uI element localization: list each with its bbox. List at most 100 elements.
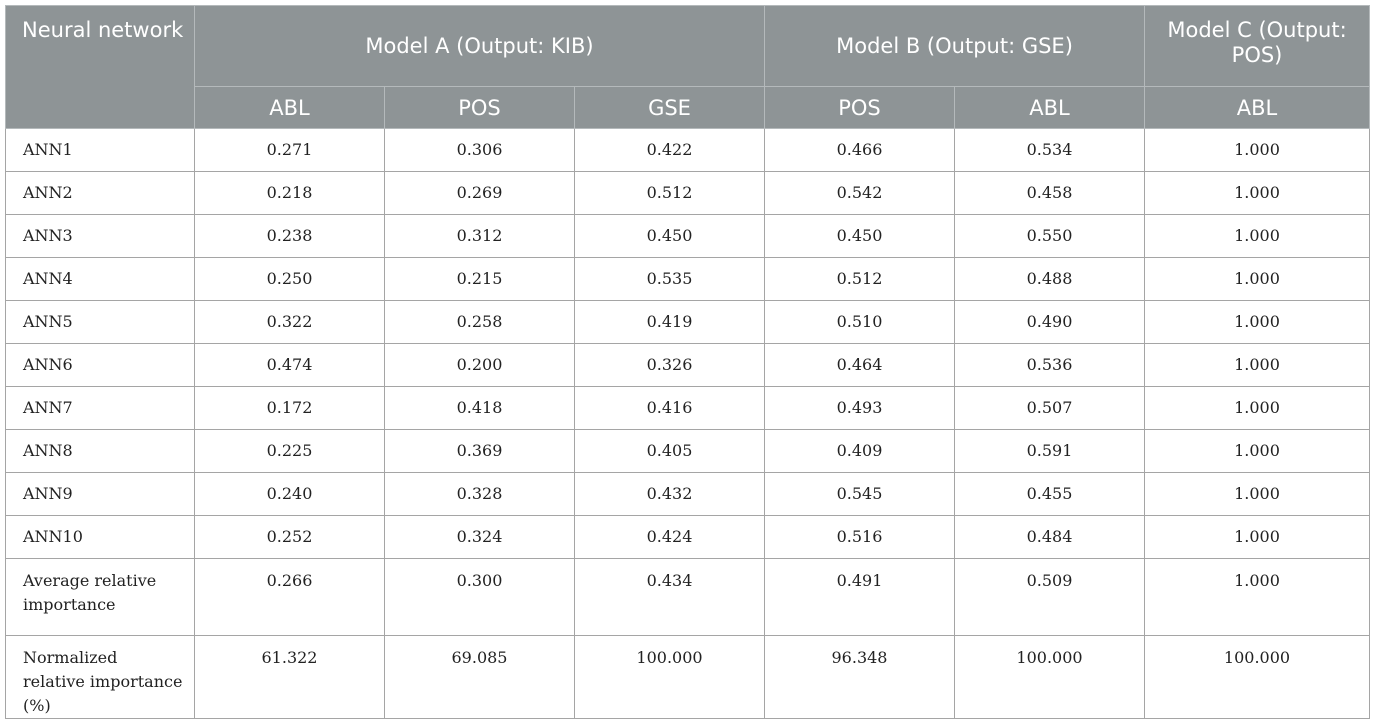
table-cell: 0.238 — [194, 214, 385, 258]
table-cell: 0.250 — [194, 257, 385, 301]
table-cell: 100.000 — [574, 635, 765, 719]
header-neural-network: Neural network — [5, 5, 195, 129]
table-cell: 1.000 — [1144, 429, 1371, 473]
table-cell: 0.542 — [764, 171, 955, 215]
header-model-b: Model B (Output: GSE) — [763, 5, 1146, 87]
table-cell: 0.271 — [194, 128, 385, 172]
table-cell: 0.306 — [384, 128, 575, 172]
table-cell: 1.000 — [1144, 128, 1371, 172]
table-cell: 0.516 — [764, 515, 955, 559]
table-cell: 0.510 — [764, 300, 955, 344]
table-cell: 0.419 — [574, 300, 765, 344]
header-model-a-gse: GSE — [574, 86, 765, 129]
table-cell: 0.172 — [194, 386, 385, 430]
table-row: ANN8 0.225 0.369 0.405 0.409 0.591 1.000 — [5, 429, 1371, 473]
table-cell: 0.507 — [953, 386, 1146, 430]
table-cell: 0.405 — [574, 429, 765, 473]
table-cell: 0.218 — [194, 171, 385, 215]
table-cell: 0.488 — [953, 257, 1146, 301]
table-cell: 61.322 — [194, 635, 385, 719]
table-cell: 0.215 — [384, 257, 575, 301]
table-cell: 0.269 — [384, 171, 575, 215]
header-model-c-abl: ABL — [1144, 86, 1371, 129]
table-cell: 1.000 — [1144, 300, 1371, 344]
table-cell: 0.422 — [574, 128, 765, 172]
header-row-groups: Neural network Model A (Output: KIB) Mod… — [5, 5, 1371, 129]
table-cell: 0.493 — [764, 386, 955, 430]
row-label: ANN5 — [5, 300, 195, 344]
table-row: ANN6 0.474 0.200 0.326 0.464 0.536 1.000 — [5, 343, 1371, 387]
row-label: ANN4 — [5, 257, 195, 301]
table-cell: 0.200 — [384, 343, 575, 387]
table-row: ANN5 0.322 0.258 0.419 0.510 0.490 1.000 — [5, 300, 1371, 344]
table-cell: 0.591 — [953, 429, 1146, 473]
table-cell: 0.409 — [764, 429, 955, 473]
table-cell: 0.240 — [194, 472, 385, 516]
table-cell: 0.450 — [764, 214, 955, 258]
table-cell: 1.000 — [1144, 472, 1371, 516]
table-cell: 0.550 — [953, 214, 1146, 258]
table-row: ANN2 0.218 0.269 0.512 0.542 0.458 1.000 — [5, 171, 1371, 215]
table-cell: 0.455 — [953, 472, 1146, 516]
header-model-a-pos: POS — [384, 86, 575, 129]
table-cell: 0.491 — [764, 558, 955, 636]
table-cell: 1.000 — [1144, 343, 1371, 387]
table-cell: 0.545 — [764, 472, 955, 516]
table-cell: 0.534 — [953, 128, 1146, 172]
table-cell: 0.458 — [953, 171, 1146, 215]
table-cell: 96.348 — [764, 635, 955, 719]
table-cell: 0.416 — [574, 386, 765, 430]
header-model-b-pos: POS — [764, 86, 955, 129]
table-cell: 1.000 — [1144, 386, 1371, 430]
relative-importance-table: Neural network Model A (Output: KIB) Mod… — [5, 5, 1371, 719]
table-cell: 1.000 — [1144, 257, 1371, 301]
row-label: ANN3 — [5, 214, 195, 258]
table-cell: 0.324 — [384, 515, 575, 559]
row-label: ANN10 — [5, 515, 195, 559]
table-body: ANN1 0.271 0.306 0.422 0.466 0.534 1.000 ANN2 0.… — [5, 128, 1371, 719]
table-cell: 0.512 — [764, 257, 955, 301]
table-cell: 0.466 — [764, 128, 955, 172]
table-cell: 0.418 — [384, 386, 575, 430]
row-label: ANN8 — [5, 429, 195, 473]
table-cell: 0.312 — [384, 214, 575, 258]
table-cell: 0.322 — [194, 300, 385, 344]
table-cell: 0.474 — [194, 343, 385, 387]
table-cell: 0.225 — [194, 429, 385, 473]
table-cell: 1.000 — [1144, 515, 1371, 559]
table-cell: 0.434 — [574, 558, 765, 636]
table-cell: 0.300 — [384, 558, 575, 636]
row-label: ANN7 — [5, 386, 195, 430]
header-row-variables: ABL POS GSE POS ABL ABL — [6, 86, 1371, 129]
table-cell: 0.252 — [194, 515, 385, 559]
table-cell: 0.328 — [384, 472, 575, 516]
table-header: Neural network Model A (Output: KIB) Mod… — [5, 5, 1371, 129]
table-row: ANN3 0.238 0.312 0.450 0.450 0.550 1.000 — [5, 214, 1371, 258]
table-row: ANN10 0.252 0.324 0.424 0.516 0.484 1.000 — [5, 515, 1371, 559]
table-row: ANN7 0.172 0.418 0.416 0.493 0.507 1.000 — [5, 386, 1371, 430]
table-row: ANN1 0.271 0.306 0.422 0.466 0.534 1.000 — [5, 128, 1371, 172]
header-model-b-abl: ABL — [953, 86, 1146, 129]
table-cell: 0.369 — [384, 429, 575, 473]
table-cell: 0.450 — [574, 214, 765, 258]
table-cell: 100.000 — [953, 635, 1146, 719]
header-model-a-abl: ABL — [194, 86, 385, 129]
table-cell: 0.484 — [953, 515, 1146, 559]
table-cell: 0.258 — [384, 300, 575, 344]
header-model-c: Model C (Output: POS) — [1144, 5, 1371, 87]
row-label: ANN2 — [5, 171, 195, 215]
row-label: ANN1 — [5, 128, 195, 172]
row-label: Normalized relative importance (%) — [5, 635, 195, 719]
header-model-a: Model A (Output: KIB) — [194, 5, 765, 87]
table-row: ANN4 0.250 0.215 0.535 0.512 0.488 1.000 — [5, 257, 1371, 301]
table-row: Average relative importance 0.266 0.300 0.4… — [5, 558, 1371, 636]
table-cell: 0.512 — [574, 171, 765, 215]
row-label: Average relative importance — [5, 558, 195, 636]
table-cell: 0.464 — [764, 343, 955, 387]
table-cell: 1.000 — [1144, 171, 1371, 215]
table-cell: 0.535 — [574, 257, 765, 301]
table-cell: 0.432 — [574, 472, 765, 516]
table-cell: 1.000 — [1144, 558, 1371, 636]
table-cell: 69.085 — [384, 635, 575, 719]
table-cell: 0.326 — [574, 343, 765, 387]
